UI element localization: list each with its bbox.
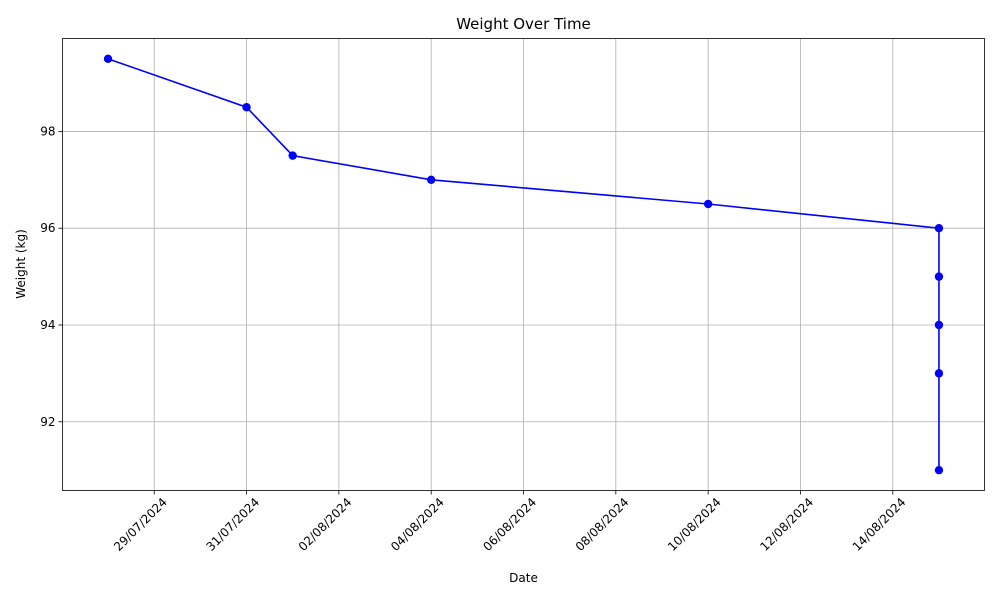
chart-title: Weight Over Time — [456, 15, 591, 33]
x-axis-title: Date — [509, 571, 538, 585]
y-tick-label: 94 — [40, 318, 55, 332]
data-point — [934, 369, 944, 378]
data-point — [934, 272, 944, 281]
y-tick-label: 92 — [40, 415, 55, 429]
series-line — [107, 58, 940, 471]
data-point — [103, 54, 113, 64]
data-point — [703, 199, 713, 209]
grid — [62, 38, 985, 491]
y-tick-label: 98 — [40, 124, 55, 138]
data-point — [934, 224, 944, 233]
data-point — [242, 103, 251, 112]
y-axis-title: Weight (kg) — [14, 229, 28, 299]
y-tick-label: 96 — [40, 221, 55, 235]
series-layer — [103, 54, 944, 475]
data-point — [934, 465, 944, 475]
data-point — [934, 320, 944, 330]
data-point — [288, 151, 297, 160]
data-point — [426, 175, 436, 185]
